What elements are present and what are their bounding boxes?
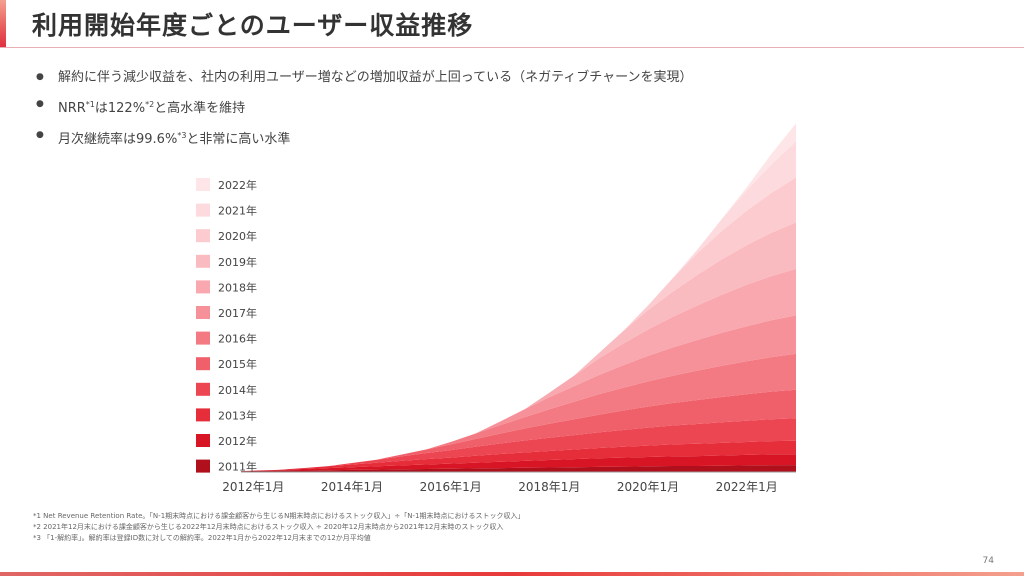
legend-swatch-2013年 (196, 408, 210, 422)
footnote-ref: *3 (177, 131, 187, 140)
area-series-2016年 (241, 353, 796, 472)
legend-swatch-2011年 (196, 459, 210, 473)
bullet-text: 解約に伴う減少収益を、社内の利用ユーザー増などの増加収益が上回っている（ネガティ… (58, 70, 693, 85)
legend-swatch-2012年 (196, 434, 210, 447)
footnote-ref: *2 (145, 100, 155, 109)
area-series-2012年 (241, 454, 796, 472)
title-accent-bar (0, 0, 6, 47)
bottom-accent-line (0, 572, 1024, 576)
footnote-2: *2 2021年12月末における課金顧客から生じる2022年12月末時点における… (33, 523, 504, 531)
legend-label: 2019年 (218, 255, 257, 269)
footnote-1: *1 Net Revenue Retention Rate。「N-1期末時点にお… (33, 512, 525, 520)
legend-swatch-2020年 (196, 229, 210, 243)
area-series-2014年 (241, 418, 796, 472)
legend-swatch-2016年 (196, 331, 210, 345)
legend-label: 2014年 (218, 383, 257, 397)
legend-swatch-2014年 (196, 382, 210, 396)
legend-label: 2017年 (218, 306, 257, 320)
legend-swatch-2019年 (196, 254, 210, 268)
bullet-text: と非常に高い水準 (186, 132, 291, 147)
legend-swatch-2015年 (196, 357, 210, 371)
legend-label: 2022年 (218, 178, 257, 192)
footnote-ref: *1 (85, 100, 95, 109)
legend-swatch-2022年 (196, 178, 210, 191)
legend-label: 2012年 (218, 434, 257, 448)
x-tick-label: 2012年1月 (222, 480, 284, 494)
page-title: 利用開始年度ごとのユーザー収益推移 (32, 11, 474, 40)
legend-label: 2013年 (218, 408, 257, 422)
legend-label: 2011年 (218, 460, 257, 474)
bullet-item-negative-churn: 解約に伴う減少収益を、社内の利用ユーザー増などの増加収益が上回っている（ネガティ… (36, 64, 996, 91)
area-series-2013年 (241, 440, 796, 472)
legend-label: 2015年 (218, 357, 257, 371)
bullet-text: NRR (58, 101, 86, 116)
x-tick-label: 2014年1月 (321, 480, 383, 494)
legend-label: 2020年 (218, 229, 257, 243)
page-number: 74 (982, 556, 994, 566)
area-series-2015年 (241, 389, 796, 472)
legend-swatch-2021年 (196, 203, 210, 217)
legend-label: 2018年 (218, 280, 257, 294)
x-tick-label: 2020年1月 (617, 480, 679, 494)
footnotes: *1 Net Revenue Retention Rate。「N-1期末時点にお… (33, 511, 993, 544)
bullet-item-retention: 月次継続率は99.6%*3と非常に高い水準 (36, 122, 996, 153)
footnote-3: *3 「1-解約率」。解約率は登録ID数に対しての解約率。2022年1月から20… (33, 534, 371, 542)
bullet-item-nrr: NRR*1は122%*2と高水準を維持 (36, 91, 996, 122)
x-tick-label: 2016年1月 (420, 480, 482, 494)
bullet-text: と高水準を維持 (154, 101, 246, 116)
x-tick-label: 2018年1月 (518, 480, 580, 494)
bullet-list: 解約に伴う減少収益を、社内の利用ユーザー増などの増加収益が上回っている（ネガティ… (36, 64, 996, 153)
area-series-2018年 (241, 268, 796, 472)
title-bar: 利用開始年度ごとのユーザー収益推移 (0, 0, 1024, 48)
x-tick-label: 2022年1月 (716, 480, 778, 494)
legend-label: 2021年 (218, 204, 257, 218)
legend-swatch-2018年 (196, 280, 210, 294)
legend-label: 2016年 (218, 332, 257, 346)
area-series-2011年 (241, 465, 796, 472)
bullet-text: 月次継続率は99.6% (58, 132, 178, 147)
legend-swatch-2017年 (196, 306, 210, 319)
area-series-2017年 (241, 315, 796, 472)
bullet-text: は122% (94, 101, 146, 116)
